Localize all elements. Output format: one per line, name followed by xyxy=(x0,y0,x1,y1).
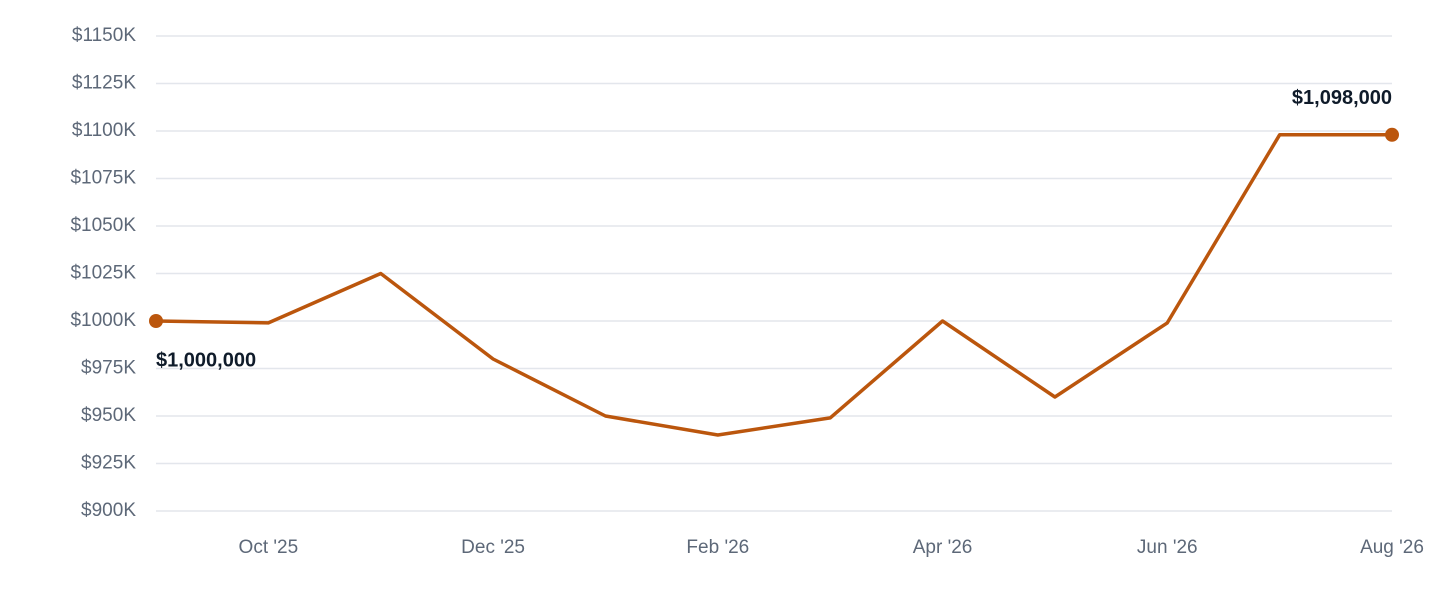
x-tick-label: Apr '26 xyxy=(913,537,973,558)
y-tick-label: $975K xyxy=(81,358,136,379)
y-tick-label: $900K xyxy=(81,500,136,521)
end-marker xyxy=(149,314,163,328)
x-tick-label: Oct '25 xyxy=(239,537,299,558)
series-line xyxy=(155,133,1392,437)
y-tick-label: $1100K xyxy=(72,120,136,141)
y-tick-label: $1025K xyxy=(70,263,136,284)
y-tick-label: $1075K xyxy=(70,168,136,189)
x-tick-label: Jun '26 xyxy=(1137,537,1198,558)
value-label: $1,098,000 xyxy=(1292,87,1392,109)
x-tick-label: Dec '25 xyxy=(461,537,525,558)
value-label: $1,000,000 xyxy=(156,349,256,371)
y-tick-label: $950K xyxy=(81,405,136,426)
y-tick-label: $925K xyxy=(81,453,136,474)
x-tick-label: Aug '26 xyxy=(1360,537,1424,558)
y-tick-label: $1150K xyxy=(72,25,136,46)
y-tick-label: $1125K xyxy=(72,73,136,94)
y-tick-label: $1000K xyxy=(70,310,136,331)
x-tick-label: Feb '26 xyxy=(686,537,749,558)
end-marker xyxy=(1385,127,1399,142)
y-tick-label: $1050K xyxy=(70,215,136,236)
